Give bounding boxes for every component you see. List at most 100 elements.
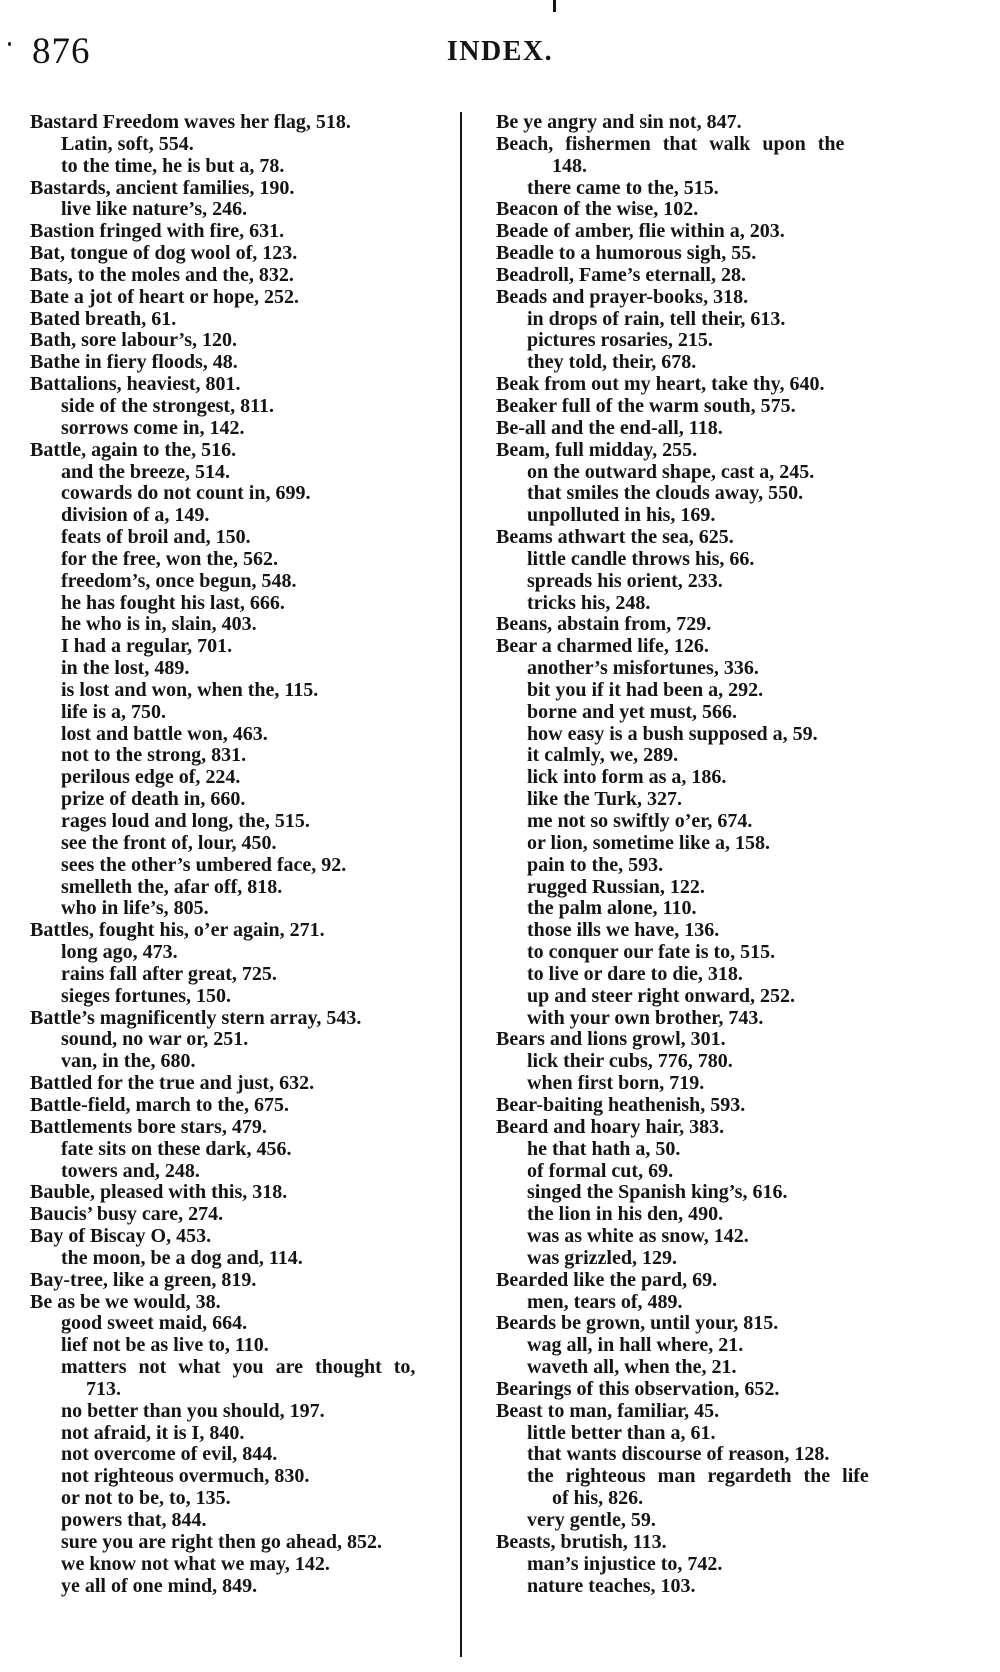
index-line: he has fought his last, 666. [61, 591, 285, 614]
index-line: division of a, 149. [61, 504, 210, 527]
index-line: not to the strong, 831. [61, 744, 247, 767]
index-line: side of the strongest, 811. [61, 394, 274, 417]
index-line: Be as be we would, 38. [30, 1290, 221, 1313]
index-line: feats of broil and, 150. [61, 526, 251, 549]
index-line: Bauble, pleased with this, 318. [30, 1181, 288, 1204]
index-line: van, in the, 680. [61, 1050, 196, 1073]
index-line: powers that, 844. [61, 1509, 207, 1531]
index-line: or lion, sometime like a, 158. [527, 831, 770, 854]
index-line: Beams athwart the sea, 625. [496, 526, 734, 549]
index-line: matters not what you are thought to, [61, 1356, 416, 1379]
index-line: not afraid, it is I, 840. [61, 1421, 245, 1444]
index-line: very gentle, 59. [527, 1509, 656, 1531]
index-line: not overcome of evil, 844. [61, 1443, 278, 1466]
index-line: rages loud and long, the, 515. [61, 810, 310, 832]
index-line: Bear a charmed life, 126. [496, 635, 709, 658]
index-line: was as white as snow, 142. [527, 1225, 749, 1248]
index-line: 713. [86, 1377, 121, 1400]
index-line: Bats, to the moles and the, 832. [30, 263, 294, 286]
index-line: Beadle to a humorous sigh, 55. [496, 242, 757, 265]
scan-artifact-tick [553, 0, 556, 12]
index-line: with your own brother, 743. [527, 1006, 764, 1029]
index-line: sure you are right then go ahead, 852. [61, 1530, 382, 1553]
index-line: Beacon of the wise, 102. [496, 198, 699, 221]
index-line: Bat, tongue of dog wool of, 123. [30, 242, 298, 265]
index-line: sees the other’s umbered face, 92. [61, 853, 347, 876]
index-line: to the time, he is but a, 78. [61, 154, 285, 177]
index-line: lick into form as a, 186. [527, 766, 727, 789]
index-line: Bay-tree, like a green, 819. [30, 1268, 257, 1291]
index-line: is lost and won, when the, 115. [61, 678, 319, 701]
index-line: wag all, in hall where, 21. [527, 1334, 744, 1357]
index-line: it calmly, we, 289. [527, 744, 679, 767]
index-line: prize of death in, 660. [61, 788, 246, 811]
index-line: Be ye angry and sin not, 847. [496, 111, 742, 133]
index-line: Latin, soft, 554. [61, 132, 194, 155]
column-divider-rule [460, 112, 462, 1657]
index-line: not righteous overmuch, 830. [61, 1465, 310, 1488]
index-line: Bear-baiting heathenish, 593. [496, 1093, 746, 1116]
index-line: in the lost, 489. [61, 657, 190, 680]
index-line: freedom’s, once begun, 548. [61, 569, 297, 592]
index-line: Beasts, brutish, 113. [496, 1530, 667, 1553]
index-line: Battlements bore stars, 479. [30, 1115, 267, 1138]
index-line: he that hath a, 50. [527, 1137, 681, 1160]
index-line: Beadroll, Fame’s eternall, 28. [496, 263, 746, 286]
index-line: lick their cubs, 776, 780. [527, 1050, 733, 1073]
index-line: smelleth the, afar off, 818. [61, 875, 283, 898]
index-line: Be-all and the end-all, 118. [496, 416, 723, 439]
index-line: no better than you should, 197. [61, 1399, 325, 1422]
index-line: bit you if it had been a, 292. [527, 678, 764, 701]
index-line: perilous edge of, 224. [61, 766, 241, 789]
index-line: like the Turk, 327. [527, 788, 683, 811]
index-line: Beast to man, familiar, 45. [496, 1399, 720, 1422]
index-line: Bated breath, 61. [30, 307, 177, 330]
index-line: on the outward shape, cast a, 245. [527, 460, 815, 483]
index-line: 148. [552, 154, 587, 177]
index-line: ye all of one mind, 849. [61, 1574, 258, 1597]
index-line: Beads and prayer-books, 318. [496, 285, 749, 308]
index-line: pain to the, 593. [527, 853, 664, 876]
index-line: how easy is a bush supposed a, 59. [527, 722, 818, 745]
index-line: Bastion fringed with fire, 631. [30, 220, 285, 243]
index-line: the palm alone, 110. [527, 897, 697, 920]
index-line: he who is in, slain, 403. [61, 613, 257, 636]
index-line: Beaker full of the warm south, 575. [496, 394, 796, 417]
index-line: and the breeze, 514. [61, 460, 231, 483]
index-line: the righteous man regardeth the life [527, 1465, 869, 1488]
index-line: me not so swiftly o’er, 674. [527, 810, 753, 832]
index-content: Bastard Freedom waves her flag, 518. Lati… [30, 111, 978, 1657]
index-line: men, tears of, 489. [527, 1290, 683, 1313]
index-line: Bastards, ancient families, 190. [30, 176, 295, 199]
index-line: sieges fortunes, 150. [61, 984, 231, 1007]
index-line: singed the Spanish king’s, 616. [527, 1181, 788, 1204]
index-line: Bastard Freedom waves her flag, 518. [30, 111, 351, 133]
index-line: sound, no war or, 251. [61, 1028, 249, 1051]
index-line: little better than a, 61. [527, 1421, 716, 1444]
index-line: Beak from out my heart, take thy, 640. [496, 373, 825, 396]
index-line: waveth all, when the, 21. [527, 1356, 737, 1379]
index-line: Bath, sore labour’s, 120. [30, 329, 238, 352]
index-line: good sweet maid, 664. [61, 1312, 248, 1335]
index-line: live like nature’s, 246. [61, 198, 248, 221]
index-line: Beard and hoary hair, 383. [496, 1115, 725, 1138]
index-line: long ago, 473. [61, 941, 178, 964]
index-line: life is a, 750. [61, 700, 166, 723]
index-line: Bate a jot of heart or hope, 252. [30, 285, 300, 308]
index-line: towers and, 248. [61, 1159, 200, 1182]
index-line: Beards be grown, until your, 815. [496, 1312, 779, 1335]
index-line: there came to the, 515. [527, 176, 719, 199]
index-line: was grizzled, 129. [527, 1246, 677, 1269]
index-line: Beach, fishermen that walk upon the [496, 132, 845, 155]
index-line: spreads his orient, 233. [527, 569, 723, 592]
index-line: Battled for the true and just, 632. [30, 1072, 315, 1095]
index-line: Beans, abstain from, 729. [496, 613, 712, 636]
index-line: pictures rosaries, 215. [527, 329, 713, 352]
index-line: the moon, be a dog and, 114. [61, 1246, 303, 1269]
index-line: Bearings of this observation, 652. [496, 1377, 780, 1400]
index-line: Beam, full midday, 255. [496, 438, 698, 461]
index-line: see the front of, lour, 450. [61, 831, 277, 854]
index-line: unpolluted in his, 169. [527, 504, 716, 527]
index-line: Battalions, heaviest, 801. [30, 373, 241, 396]
index-line: Bay of Biscay O, 453. [30, 1225, 212, 1248]
